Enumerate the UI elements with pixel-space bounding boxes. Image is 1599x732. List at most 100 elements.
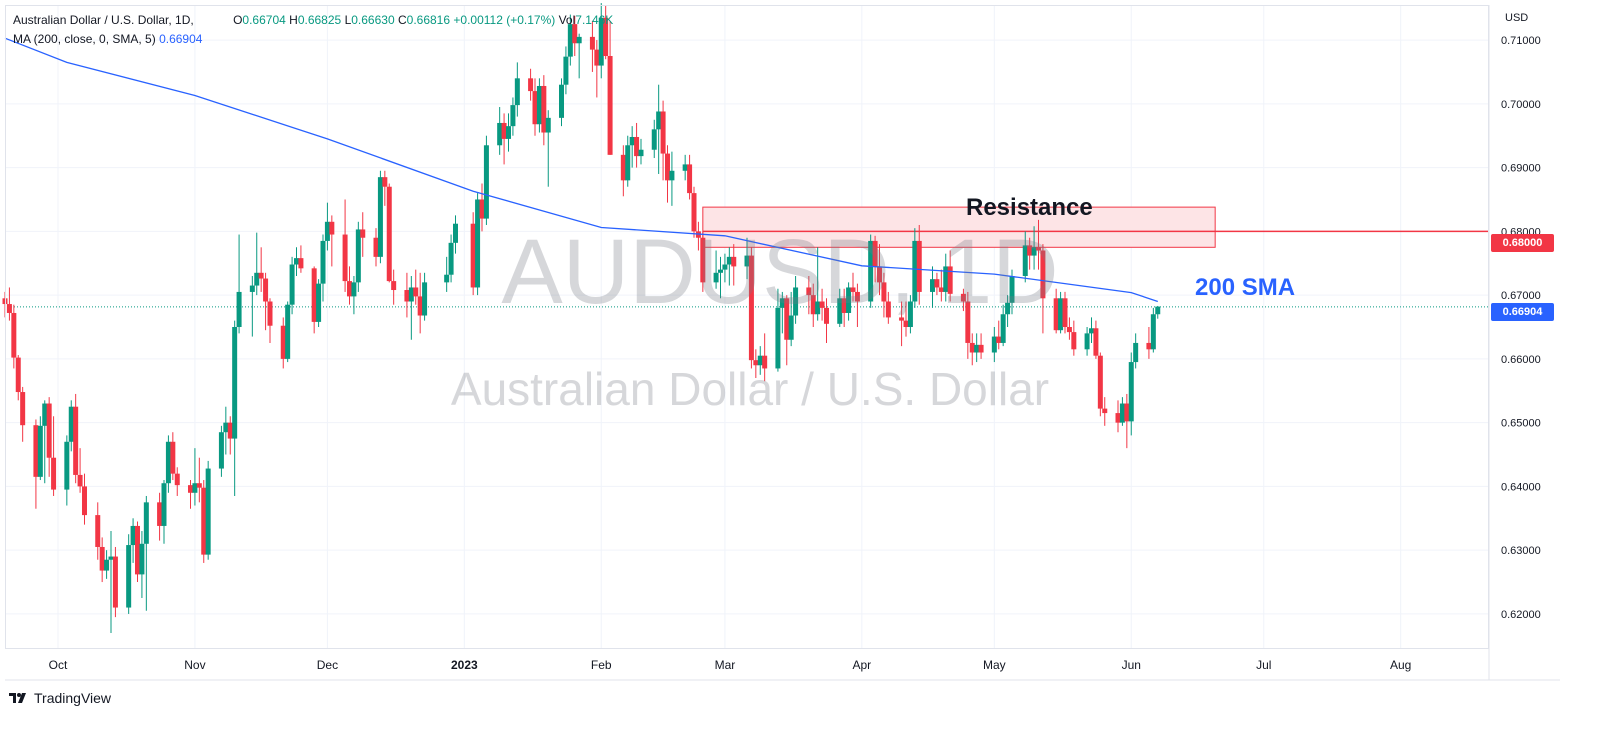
candle-body: [408, 287, 414, 302]
candle-body: [386, 186, 392, 282]
candle-body: [289, 264, 295, 305]
candle-body: [51, 457, 57, 490]
candle-body: [316, 283, 322, 322]
x-tick-label: Apr: [852, 658, 871, 672]
candle-body: [930, 279, 935, 292]
x-tick-label: Jul: [1256, 658, 1271, 672]
candle-body: [748, 255, 754, 361]
candle-body: [285, 304, 291, 359]
y-tick-label: 0.71000: [1501, 35, 1541, 47]
candle-body: [625, 145, 631, 181]
candle-body: [960, 293, 966, 302]
candle-body: [974, 344, 980, 353]
candle-body: [819, 301, 825, 308]
candle-body: [347, 281, 352, 297]
candle-body: [881, 282, 887, 302]
change-value: +0.00112 (+0.17%): [453, 13, 556, 27]
candle-body: [656, 111, 662, 130]
candle-body: [965, 301, 971, 343]
candle-body: [536, 85, 542, 125]
candle-body: [815, 301, 821, 315]
candle-body: [373, 237, 379, 257]
candle-body: [620, 154, 626, 181]
ma-200-line: [4, 37, 1159, 303]
y-tick-label: 0.67000: [1501, 290, 1541, 302]
candle-body: [351, 282, 357, 297]
price-axis[interactable]: 0.710000.700000.690000.680000.670000.660…: [1501, 35, 1541, 621]
volume-value: 7.146K: [575, 13, 614, 27]
candle-body: [514, 78, 520, 106]
close-label: C: [397, 13, 407, 27]
candle-body: [33, 425, 39, 477]
candles-group: [2, 3, 1161, 634]
candle-body: [1089, 328, 1094, 334]
candle-body: [793, 287, 799, 316]
candle-body: [722, 264, 728, 270]
currency-label: USD: [1505, 12, 1529, 24]
candle-body: [541, 85, 547, 133]
candle-body: [1053, 298, 1059, 331]
candle-body: [404, 290, 410, 302]
candle-body: [453, 223, 458, 243]
resistance-zone: [702, 206, 1216, 248]
symbol-title[interactable]: Australian Dollar / U.S. Dollar, 1D,: [13, 13, 194, 27]
candle-body: [329, 221, 335, 235]
candle-body: [42, 403, 48, 426]
candle-body: [1071, 332, 1077, 350]
tradingview-logo-icon: [9, 693, 26, 703]
candle-body: [687, 164, 693, 194]
candle-body: [201, 487, 207, 555]
candle-body: [567, 24, 573, 57]
candle-body: [916, 240, 922, 292]
candle-body: [532, 91, 538, 125]
candle-body: [479, 199, 485, 219]
sma-label: 200 SMA: [1195, 274, 1296, 301]
time-axis[interactable]: Oct Nov Dec 2023 Feb Mar Apr May Jun Jul Aug: [49, 658, 1412, 672]
x-tick-label: Oct: [49, 658, 68, 672]
candle-body: [598, 17, 604, 66]
candle-body: [885, 301, 891, 318]
candle-body: [660, 111, 666, 154]
tradingview-logo[interactable]: TradingView: [8, 690, 111, 706]
candle-body: [1009, 275, 1015, 303]
candle-body: [501, 122, 507, 139]
candle-body: [837, 298, 843, 324]
candle-body: [510, 105, 516, 127]
candle-body: [775, 307, 781, 369]
ma-label[interactable]: MA (200, close, 0, SMA, 5): [13, 32, 156, 46]
candle-body: [267, 301, 273, 326]
candle-body: [6, 304, 12, 313]
candle-body: [483, 145, 489, 219]
y-tick-label: 0.64000: [1501, 481, 1541, 493]
candle-body: [854, 291, 860, 302]
candle-body: [64, 441, 70, 490]
candle-body: [726, 256, 732, 265]
candle-body: [263, 278, 269, 302]
candle-body: [377, 177, 383, 257]
candle-body: [20, 392, 26, 426]
candle-body: [104, 559, 110, 571]
candle-body: [82, 486, 87, 516]
candle-body: [810, 295, 816, 315]
candle-body: [1102, 408, 1108, 414]
x-tick-label: Feb: [591, 658, 612, 672]
y-tick-label: 0.62000: [1501, 609, 1541, 621]
candle-body: [762, 355, 768, 369]
candle-body: [665, 153, 670, 181]
candle-body: [342, 234, 348, 282]
candle-body: [824, 307, 829, 324]
candle-body: [1040, 250, 1046, 299]
candle-body: [1066, 327, 1072, 333]
candle-body: [161, 483, 167, 526]
candle-body: [779, 298, 785, 308]
candle-body: [1093, 328, 1099, 356]
candle-body: [444, 274, 450, 283]
candle-body: [475, 199, 481, 288]
candle-body: [938, 287, 944, 292]
candle-body: [497, 122, 503, 146]
candle-body: [669, 170, 675, 181]
candle-body: [1146, 342, 1152, 350]
candle-body: [355, 229, 361, 283]
candle-body: [559, 84, 564, 118]
